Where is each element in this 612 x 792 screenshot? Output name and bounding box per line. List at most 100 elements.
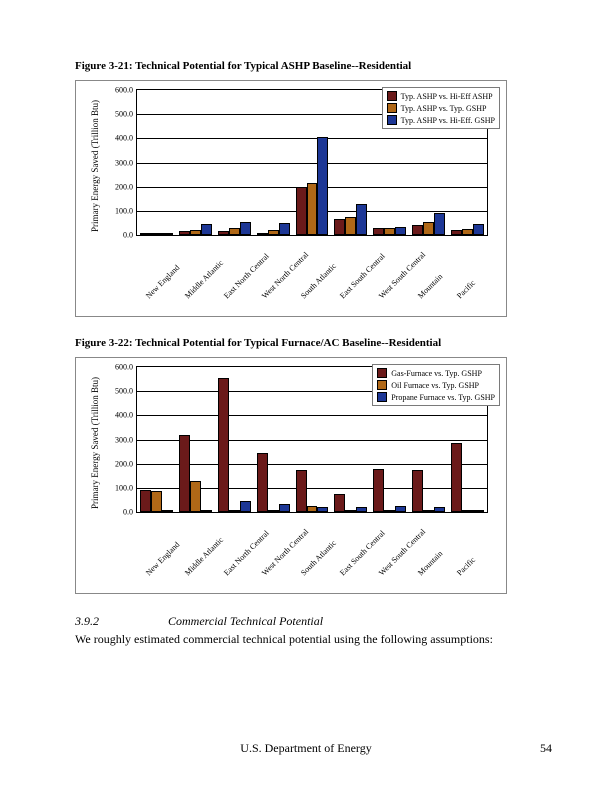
xtick-label: Middle Atlantic <box>183 535 225 577</box>
section-body: We roughly estimated commercial technica… <box>75 631 552 647</box>
bar <box>462 229 473 235</box>
bar <box>395 227 406 235</box>
ytick-label: 500.0 <box>115 110 137 119</box>
ytick-label: 0.0 <box>123 508 137 517</box>
bar <box>334 219 345 235</box>
legend-label: Typ. ASHP vs. Hi-Eff ASHP <box>401 92 493 101</box>
bar <box>140 490 151 512</box>
legend-swatch <box>387 103 397 113</box>
bar <box>201 510 212 512</box>
bar <box>451 230 462 235</box>
bar <box>334 494 345 512</box>
bar <box>240 501 251 512</box>
bar <box>190 481 201 512</box>
bar <box>307 506 318 512</box>
xtick-label: South Atlantic <box>299 261 338 300</box>
legend-item: Typ. ASHP vs. Typ. GSHP <box>387 102 495 114</box>
legend-label: Oil Furnace vs. Typ. GSHP <box>391 381 479 390</box>
bar <box>229 510 240 512</box>
bar <box>218 378 229 512</box>
bar <box>162 233 173 235</box>
bar <box>412 470 423 512</box>
bar <box>384 228 395 235</box>
y-axis-label: Primary Energy Saved (Trillion Btu) <box>90 377 100 509</box>
page-number: 54 <box>540 741 552 756</box>
legend-swatch <box>387 91 397 101</box>
legend-item: Typ. ASHP vs. Hi-Eff ASHP <box>387 90 495 102</box>
bar <box>296 187 307 235</box>
bar <box>307 183 318 235</box>
bar <box>179 435 190 512</box>
ytick-label: 500.0 <box>115 387 137 396</box>
bar <box>279 504 290 512</box>
bar <box>317 137 328 235</box>
chart-1: 0.0100.0200.0300.0400.0500.0600.0Primary… <box>75 80 507 317</box>
bar <box>257 233 268 235</box>
gridline <box>137 163 487 164</box>
bar <box>201 224 212 235</box>
bar <box>257 453 268 512</box>
xtick-label: Mountain <box>416 549 444 577</box>
ytick-label: 400.0 <box>115 134 137 143</box>
ytick-label: 300.0 <box>115 158 137 167</box>
bar <box>279 223 290 235</box>
legend: Gas-Furnace vs. Typ. GSHP Oil Furnace vs.… <box>372 364 500 406</box>
bar <box>345 217 356 235</box>
legend-item: Oil Furnace vs. Typ. GSHP <box>377 379 495 391</box>
bar <box>268 230 279 235</box>
bar <box>162 510 173 512</box>
bar <box>462 510 473 512</box>
bar <box>423 222 434 235</box>
figure-2-title: Figure 3-22: Technical Potential for Typ… <box>75 337 552 349</box>
legend-item: Gas-Furnace vs. Typ. GSHP <box>377 367 495 379</box>
xtick-label: New England <box>144 540 181 577</box>
legend-swatch <box>387 115 397 125</box>
legend-label: Propane Furnace vs. Typ. GSHP <box>391 393 495 402</box>
ytick-label: 600.0 <box>115 86 137 95</box>
bar <box>412 225 423 235</box>
footer-org: U.S. Department of Energy <box>0 741 612 756</box>
ytick-label: 0.0 <box>123 231 137 240</box>
bar <box>151 233 162 235</box>
ytick-label: 600.0 <box>115 363 137 372</box>
xtick-label: Middle Atlantic <box>183 258 225 300</box>
gridline <box>137 415 487 416</box>
xtick-label: Pacific <box>455 278 477 300</box>
ytick-label: 100.0 <box>115 483 137 492</box>
legend-label: Typ. ASHP vs. Hi-Eff. GSHP <box>401 116 495 125</box>
bar <box>345 510 356 512</box>
bar <box>384 510 395 512</box>
ytick-label: 200.0 <box>115 459 137 468</box>
ytick-label: 400.0 <box>115 411 137 420</box>
bar <box>395 506 406 512</box>
bar <box>473 510 484 512</box>
xtick-label: Pacific <box>455 555 477 577</box>
bar <box>151 491 162 512</box>
bar <box>451 443 462 512</box>
bar <box>434 213 445 235</box>
legend-swatch <box>377 368 387 378</box>
section-heading: 3.9.2 Commercial Technical Potential <box>75 614 552 629</box>
section-number: 3.9.2 <box>75 614 165 629</box>
legend-label: Gas-Furnace vs. Typ. GSHP <box>391 369 482 378</box>
legend: Typ. ASHP vs. Hi-Eff ASHP Typ. ASHP vs. T… <box>382 87 500 129</box>
legend-swatch <box>377 392 387 402</box>
xtick-label: South Atlantic <box>299 538 338 577</box>
ytick-label: 200.0 <box>115 182 137 191</box>
bar <box>373 228 384 235</box>
gridline <box>137 138 487 139</box>
bar <box>373 469 384 513</box>
bar <box>140 233 151 235</box>
legend-label: Typ. ASHP vs. Typ. GSHP <box>401 104 487 113</box>
legend-item: Propane Furnace vs. Typ. GSHP <box>377 391 495 403</box>
y-axis-label: Primary Energy Saved (Trillion Btu) <box>90 100 100 232</box>
legend-item: Typ. ASHP vs. Hi-Eff. GSHP <box>387 114 495 126</box>
bar <box>423 510 434 512</box>
bar <box>317 507 328 512</box>
bar <box>240 222 251 235</box>
legend-swatch <box>377 380 387 390</box>
bar <box>268 510 279 512</box>
bar <box>356 507 367 512</box>
bar <box>296 470 307 512</box>
bar <box>218 231 229 235</box>
